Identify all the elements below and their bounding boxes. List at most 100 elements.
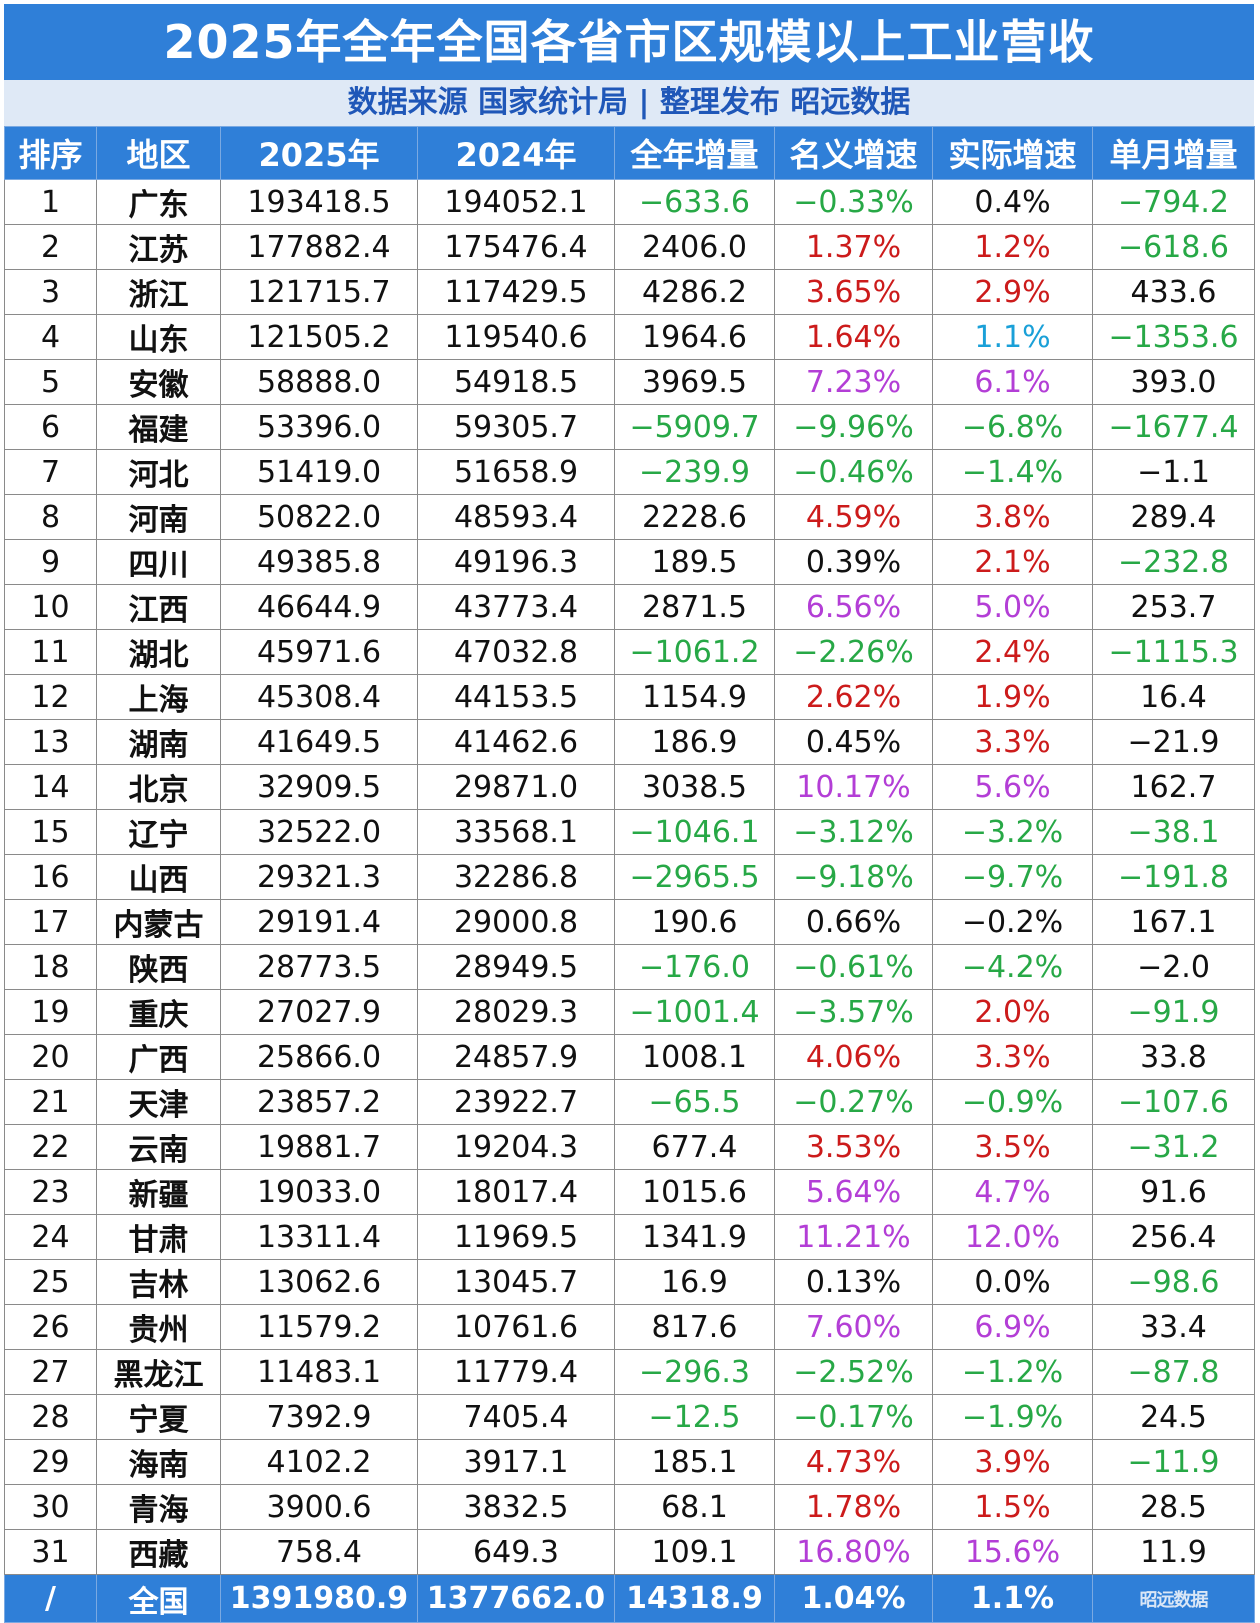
value-2025-cell: 13062.6 <box>220 1259 418 1305</box>
region-cell: 云南 <box>96 1124 221 1170</box>
value-2024-cell: 51658.9 <box>417 449 615 495</box>
monthly-increase-cell: 16.4 <box>1092 674 1255 720</box>
rank-cell: 26 <box>4 1304 97 1350</box>
rank-cell: 3 <box>4 269 97 315</box>
rank-cell: 9 <box>4 539 97 585</box>
value-2024-cell: 119540.6 <box>417 314 615 360</box>
real-growth-cell: 5.0% <box>932 584 1093 630</box>
total-2024: 1377662.0 <box>417 1574 615 1623</box>
header-nominal-growth: 名义增速 <box>774 126 933 180</box>
region-cell: 江西 <box>96 584 221 630</box>
value-2025-cell: 45971.6 <box>220 629 418 675</box>
real-growth-cell: −0.2% <box>932 899 1093 945</box>
rank-cell: 15 <box>4 809 97 855</box>
increase-cell: −633.6 <box>614 179 775 225</box>
region-cell: 河南 <box>96 494 221 540</box>
real-growth-cell: 0.4% <box>932 179 1093 225</box>
monthly-increase-cell: 24.5 <box>1092 1394 1255 1440</box>
rank-cell: 4 <box>4 314 97 360</box>
region-cell: 安徽 <box>96 359 221 405</box>
value-2025-cell: 45308.4 <box>220 674 418 720</box>
table-row: 18 陕西 28773.5 28949.5 −176.0 −0.61% −4.2% −2.0 <box>4 944 1255 990</box>
increase-cell: −5909.7 <box>614 404 775 450</box>
monthly-increase-cell: −1115.3 <box>1092 629 1255 675</box>
value-2025-cell: 50822.0 <box>220 494 418 540</box>
monthly-increase-cell: −794.2 <box>1092 179 1255 225</box>
monthly-increase-cell: −11.9 <box>1092 1439 1255 1485</box>
monthly-increase-cell: −232.8 <box>1092 539 1255 585</box>
region-cell: 重庆 <box>96 989 221 1035</box>
value-2024-cell: 43773.4 <box>417 584 615 630</box>
watermark-logo: 昭远数据 <box>1092 1574 1255 1623</box>
monthly-increase-cell: 162.7 <box>1092 764 1255 810</box>
value-2025-cell: 13311.4 <box>220 1214 418 1260</box>
table-row: 15 辽宁 32522.0 33568.1 −1046.1 −3.12% −3.2% −38.… <box>4 809 1255 855</box>
region-cell: 青海 <box>96 1484 221 1530</box>
rank-cell: 12 <box>4 674 97 720</box>
region-cell: 山西 <box>96 854 221 900</box>
nominal-growth-cell: 4.73% <box>774 1439 933 1485</box>
real-growth-cell: 2.0% <box>932 989 1093 1035</box>
value-2024-cell: 59305.7 <box>417 404 615 450</box>
table-row: 6 福建 53396.0 59305.7 −5909.7 −9.96% −6.8% −1677… <box>4 404 1255 450</box>
value-2025-cell: 53396.0 <box>220 404 418 450</box>
monthly-increase-cell: 28.5 <box>1092 1484 1255 1530</box>
rank-cell: 18 <box>4 944 97 990</box>
region-cell: 新疆 <box>96 1169 221 1215</box>
table-row: 30 青海 3900.6 3832.5 68.1 1.78% 1.5% 28.5 <box>4 1484 1255 1530</box>
total-rank: / <box>4 1574 97 1623</box>
region-cell: 吉林 <box>96 1259 221 1305</box>
increase-cell: 3038.5 <box>614 764 775 810</box>
value-2024-cell: 28949.5 <box>417 944 615 990</box>
value-2024-cell: 3832.5 <box>417 1484 615 1530</box>
real-growth-cell: 1.9% <box>932 674 1093 720</box>
increase-cell: 1964.6 <box>614 314 775 360</box>
monthly-increase-cell: −38.1 <box>1092 809 1255 855</box>
table-row: 21 天津 23857.2 23922.7 −65.5 −0.27% −0.9% −107.6 <box>4 1079 1255 1125</box>
table-row: 2 江苏 177882.4 175476.4 2406.0 1.37% 1.2% −618.6 <box>4 224 1255 270</box>
region-cell: 福建 <box>96 404 221 450</box>
rank-cell: 22 <box>4 1124 97 1170</box>
rank-cell: 10 <box>4 584 97 630</box>
region-cell: 天津 <box>96 1079 221 1125</box>
nominal-growth-cell: 11.21% <box>774 1214 933 1260</box>
value-2024-cell: 48593.4 <box>417 494 615 540</box>
increase-cell: 3969.5 <box>614 359 775 405</box>
rank-cell: 2 <box>4 224 97 270</box>
region-cell: 山东 <box>96 314 221 360</box>
header-annual-increase: 全年增量 <box>614 126 775 180</box>
value-2025-cell: 28773.5 <box>220 944 418 990</box>
increase-cell: 2871.5 <box>614 584 775 630</box>
region-cell: 广西 <box>96 1034 221 1080</box>
table-row: 7 河北 51419.0 51658.9 −239.9 −0.46% −1.4% −1.1 <box>4 449 1255 495</box>
region-cell: 内蒙古 <box>96 899 221 945</box>
real-growth-cell: 12.0% <box>932 1214 1093 1260</box>
table-row: 5 安徽 58888.0 54918.5 3969.5 7.23% 6.1% 393.0 <box>4 359 1255 405</box>
rank-cell: 27 <box>4 1349 97 1395</box>
monthly-increase-cell: −98.6 <box>1092 1259 1255 1305</box>
nominal-growth-cell: 3.53% <box>774 1124 933 1170</box>
real-growth-cell: 1.1% <box>932 314 1093 360</box>
increase-cell: 190.6 <box>614 899 775 945</box>
value-2024-cell: 47032.8 <box>417 629 615 675</box>
region-cell: 河北 <box>96 449 221 495</box>
region-cell: 浙江 <box>96 269 221 315</box>
real-growth-cell: 3.8% <box>932 494 1093 540</box>
real-growth-cell: 2.4% <box>932 629 1093 675</box>
real-growth-cell: −1.9% <box>932 1394 1093 1440</box>
region-cell: 江苏 <box>96 224 221 270</box>
monthly-increase-cell: −1353.6 <box>1092 314 1255 360</box>
nominal-growth-cell: 4.06% <box>774 1034 933 1080</box>
monthly-increase-cell: 289.4 <box>1092 494 1255 540</box>
nominal-growth-cell: −9.96% <box>774 404 933 450</box>
increase-cell: 1015.6 <box>614 1169 775 1215</box>
nominal-growth-cell: −3.57% <box>774 989 933 1035</box>
nominal-growth-cell: 6.56% <box>774 584 933 630</box>
rank-cell: 24 <box>4 1214 97 1260</box>
increase-cell: 2228.6 <box>614 494 775 540</box>
increase-cell: −1046.1 <box>614 809 775 855</box>
increase-cell: −65.5 <box>614 1079 775 1125</box>
nominal-growth-cell: 7.60% <box>774 1304 933 1350</box>
table-row: 22 云南 19881.7 19204.3 677.4 3.53% 3.5% −31.2 <box>4 1124 1255 1170</box>
